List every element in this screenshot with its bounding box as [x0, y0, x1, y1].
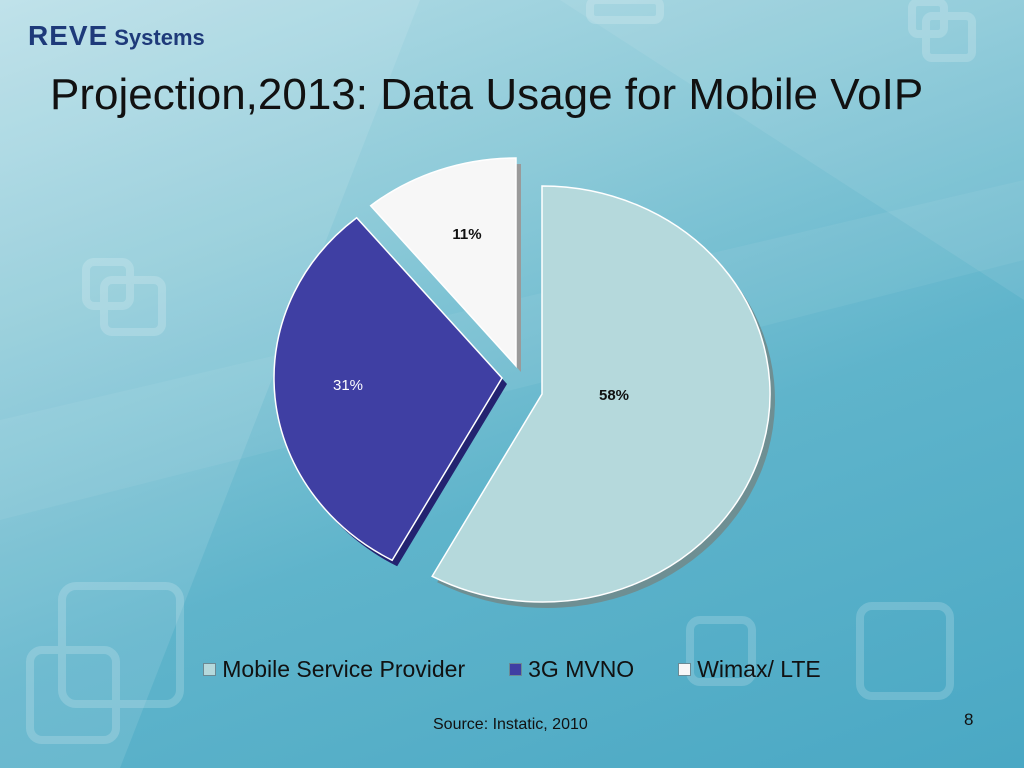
logo-sub: Systems	[114, 25, 205, 50]
legend-item-wimax-lte: Wimax/ LTE	[678, 656, 821, 683]
chart-legend: Mobile Service Provider 3G MVNO Wimax/ L…	[0, 656, 1024, 683]
logo-brand: REVE	[28, 20, 109, 51]
legend-item-3g-mvno: 3G MVNO	[509, 656, 634, 683]
legend-label-mobile-service-provider: Mobile Service Provider	[222, 656, 466, 682]
data-label-mobile-service-provider: 58%	[599, 387, 629, 404]
source-note: Source: Instatic, 2010	[433, 716, 588, 733]
page-number: 8	[964, 710, 974, 729]
pie-slice-mobile-service-provider	[431, 185, 771, 603]
slide-title: Projection,2013: Data Usage for Mobile V…	[50, 70, 924, 119]
legend-label-wimax-lte: Wimax/ LTE	[697, 656, 821, 682]
legend-swatch-wimax-lte	[678, 663, 692, 676]
legend-swatch-mobile-service-provider	[203, 663, 217, 676]
pie-slice-wimax-lte	[369, 157, 517, 368]
legend-item-mobile-service-provider: Mobile Service Provider	[203, 656, 465, 683]
company-logo: REVE Systems	[28, 20, 205, 52]
legend-swatch-3g-mvno	[509, 663, 523, 676]
data-label-3g-mvno: 31%	[333, 377, 363, 394]
data-label-wimax-lte: 11%	[452, 226, 481, 243]
pie-slice-3g-mvno	[273, 216, 503, 562]
legend-label-3g-mvno: 3G MVNO	[528, 656, 635, 682]
